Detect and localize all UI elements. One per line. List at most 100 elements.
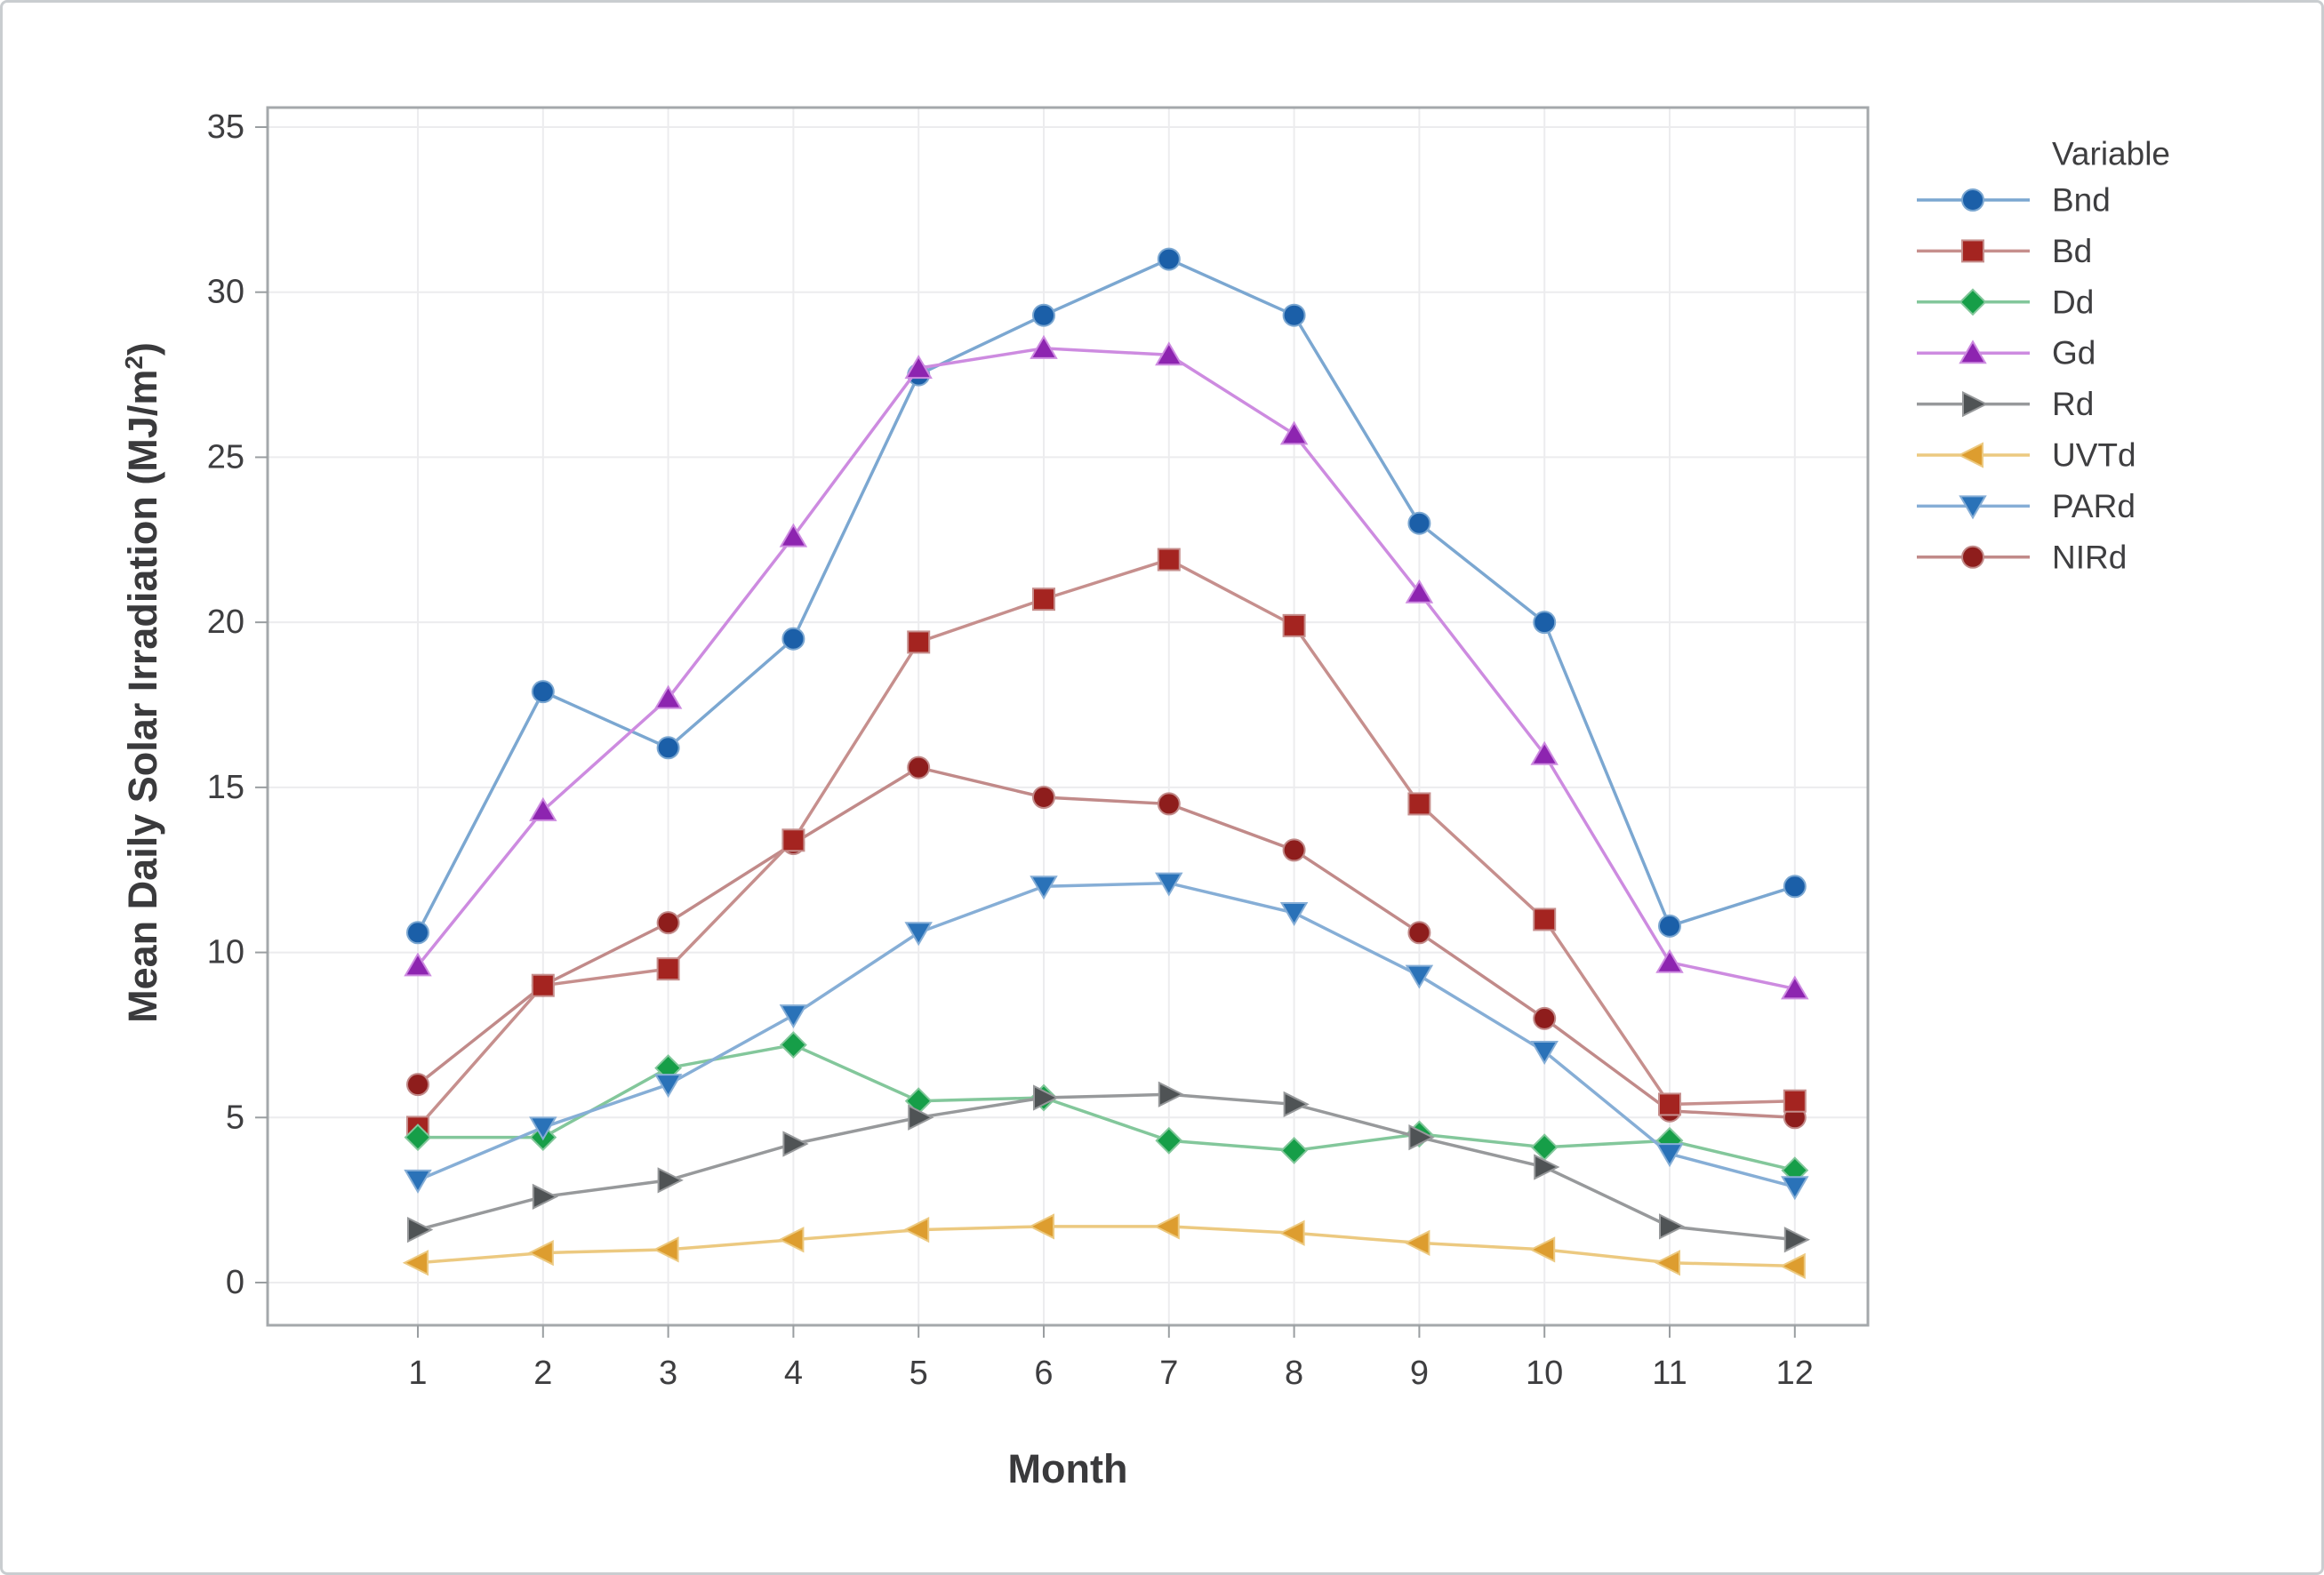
marker-Bd-m5 (907, 630, 931, 654)
marker-Bd-m7 (1157, 548, 1181, 572)
marker-Gd-m10 (1530, 740, 1559, 765)
legend-label: Dd (2052, 284, 2094, 320)
y-axis-ticks: 0 5 10 15 20 25 30 35 (207, 108, 268, 1301)
marker-UVTd-m9 (1404, 1229, 1430, 1257)
line-chart: 1 2 3 4 5 6 7 8 9 10 11 1205101520253035VariableBnd… (207, 106, 2170, 1392)
y-axis-title-suffix: ) (120, 342, 165, 356)
marker-Dd-m4 (779, 1031, 807, 1059)
marker-Bd-m4 (781, 828, 805, 852)
y-tick-label: 35 (207, 108, 244, 146)
marker-PARd-m4 (779, 1004, 808, 1029)
x-tick-label: 6 (1034, 1355, 1053, 1392)
marker-Rd-m3 (657, 1167, 684, 1194)
marker-Bd-m3 (656, 957, 680, 981)
marker-NIRd-m1 (406, 1073, 429, 1097)
series-line-NIRd (416, 765, 1795, 1120)
legend-label: Bd (2052, 233, 2092, 269)
series-line-Gd (416, 347, 1796, 991)
legend-item-UVTd: UVTd (1917, 437, 2136, 474)
marker-UVTd-m8 (1278, 1219, 1305, 1246)
y-tick-label: 5 (226, 1099, 244, 1136)
marker-Gd-m6 (1030, 334, 1058, 359)
legend: Variable Bnd Bd Dd Gd Rd UVTd PARd NIRd (1917, 136, 2170, 575)
series-line-Bnd (416, 257, 1796, 934)
marker-PARd-m9 (1405, 964, 1434, 989)
x-axis-ticks: 1 2 3 4 5 6 7 8 9 10 11 12 (408, 1325, 1814, 1392)
legend-label: NIRd (2052, 539, 2127, 575)
x-tick-label: 5 (910, 1355, 928, 1392)
marker-UVTd-m2 (527, 1239, 554, 1267)
marker-UVTd-m10 (1528, 1236, 1556, 1263)
marker-Bnd-m10 (1533, 611, 1557, 635)
marker-NIRd-m8 (1282, 838, 1306, 862)
legend-item-NIRd: NIRd (1917, 539, 2127, 575)
marker-NIRd-m3 (656, 911, 680, 935)
series-Gd (404, 334, 1809, 1000)
marker-Rd-m9 (1408, 1123, 1435, 1151)
legend-item-Gd: Gd (1917, 335, 2096, 372)
marker-Bd-m8 (1282, 613, 1306, 637)
marker-Bnd-m1 (406, 921, 429, 945)
legend-swatch-marker-Gd (1959, 340, 1987, 364)
marker-Bd-m9 (1407, 792, 1431, 816)
marker-PARd-m6 (1030, 875, 1058, 900)
series-NIRd (406, 756, 1807, 1130)
marker-Gd-m3 (653, 684, 683, 709)
series-line-PARd (417, 881, 1796, 1188)
legend-item-Bd: Bd (1917, 233, 2092, 269)
legend-title: Variable (2052, 136, 2170, 172)
marker-Gd-m8 (1279, 420, 1309, 445)
x-tick-label: 2 (533, 1355, 552, 1392)
marker-UVTd-m4 (778, 1227, 805, 1253)
y-tick-label: 25 (207, 438, 244, 476)
legend-label: UVTd (2052, 437, 2136, 474)
legend-swatch-marker-PARd (1959, 495, 1987, 520)
marker-Dd-m8 (1280, 1137, 1309, 1164)
series-PARd (404, 872, 1809, 1201)
y-tick-label: 20 (207, 604, 244, 641)
marker-Dd-m1 (404, 1123, 432, 1151)
legend-swatch-marker-Bd (1961, 239, 1984, 263)
legend-item-Rd: Rd (1917, 386, 2094, 422)
marker-Gd-m7 (1155, 341, 1183, 366)
y-tick-label: 15 (207, 769, 244, 806)
marker-Rd-m12 (1783, 1227, 1811, 1253)
x-tick-label: 7 (1159, 1355, 1178, 1392)
y-axis-title-superscript: 2 (120, 356, 148, 370)
legend-label: Gd (2052, 335, 2096, 372)
marker-Gd-m11 (1655, 948, 1684, 973)
series-line-Rd (417, 1092, 1795, 1242)
marker-Gd-m5 (904, 355, 933, 380)
series-Dd (404, 1031, 1809, 1185)
marker-PARd-m11 (1655, 1143, 1684, 1168)
marker-Bnd-m11 (1658, 914, 1681, 938)
marker-PARd-m3 (653, 1074, 683, 1099)
series-Bd (406, 548, 1807, 1139)
marker-Rd-m11 (1659, 1213, 1686, 1240)
x-tick-label: 3 (659, 1355, 677, 1392)
marker-UVTd-m5 (902, 1216, 930, 1243)
marker-PARd-m10 (1530, 1041, 1559, 1065)
marker-PARd-m2 (529, 1116, 557, 1141)
series-UVTd (402, 1213, 1806, 1280)
marker-NIRd-m7 (1157, 792, 1181, 816)
legend-label: Rd (2052, 386, 2094, 422)
marker-PARd-m5 (904, 922, 933, 947)
marker-Gd-m1 (404, 952, 432, 977)
marker-Bnd-m3 (656, 736, 680, 760)
marker-UVTd-m11 (1654, 1250, 1680, 1276)
x-tick-label: 12 (1776, 1355, 1814, 1392)
marker-Rd-m10 (1534, 1154, 1560, 1180)
marker-PARd-m7 (1155, 872, 1183, 897)
legend-label: PARd (2052, 488, 2136, 524)
legend-swatch-marker-Bnd (1961, 188, 1984, 212)
x-axis-title: Month (1007, 1446, 1128, 1491)
marker-Bnd-m9 (1407, 511, 1431, 535)
marker-Bnd-m7 (1157, 247, 1181, 271)
series-Rd (407, 1081, 1811, 1253)
plot-frame (266, 106, 1870, 1327)
y-tick-label: 10 (207, 934, 244, 971)
marker-PARd-m12 (1781, 1176, 1809, 1201)
marker-Gd-m12 (1781, 975, 1809, 1000)
legend-swatch-marker-UVTd (1957, 442, 1983, 468)
